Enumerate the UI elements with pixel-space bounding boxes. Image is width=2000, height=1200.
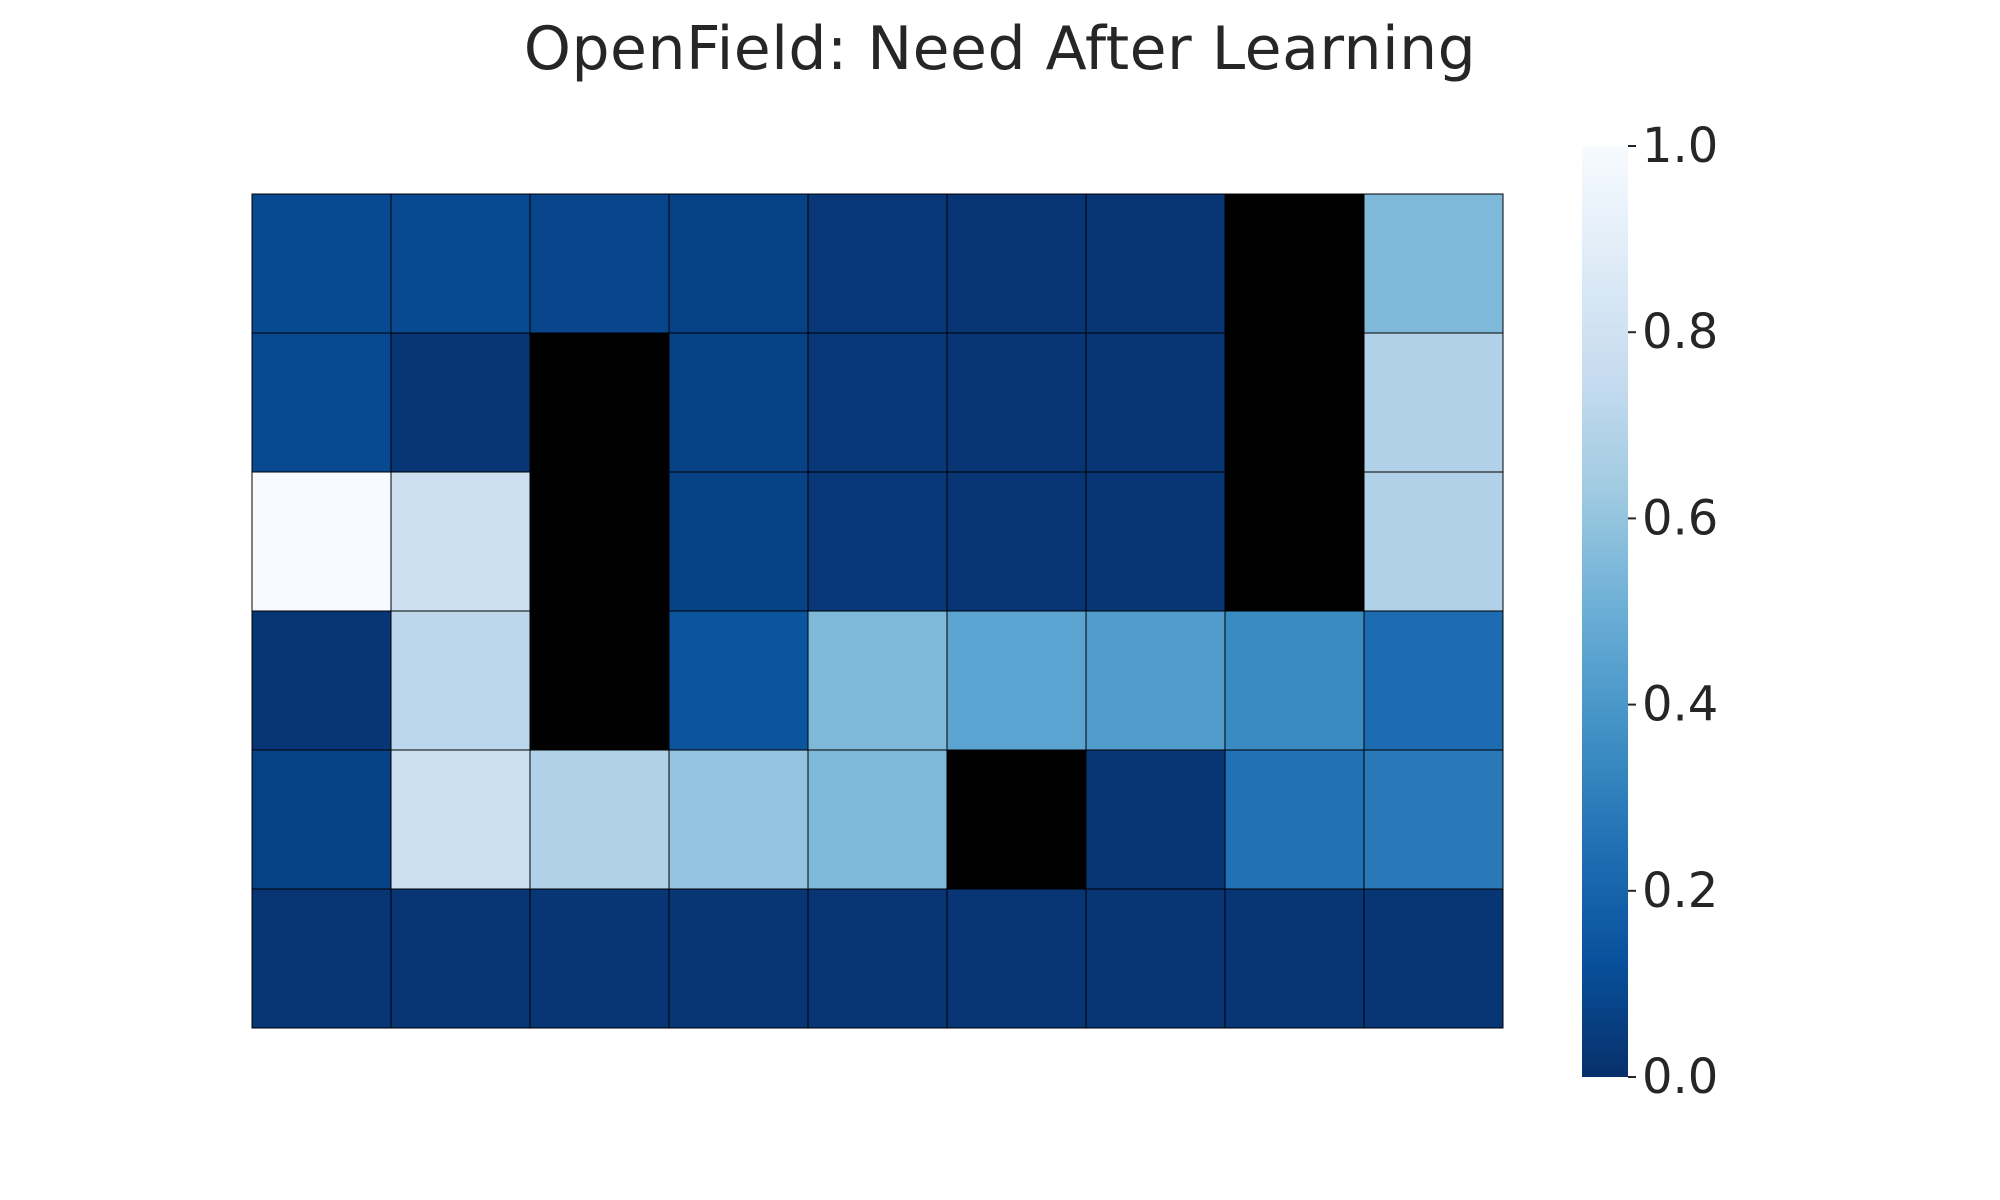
heatmap-cell (807, 888, 948, 1029)
heatmap-cell (668, 610, 809, 751)
heatmap-cell-wall (529, 610, 670, 751)
heatmap-cell (1224, 610, 1365, 751)
heatmap-cell (529, 749, 670, 890)
heatmap-cell (529, 193, 670, 334)
chart-title: OpenField: Need After Learning (523, 14, 1477, 84)
heatmap-cell (390, 332, 531, 473)
heatmap-cell (390, 471, 531, 612)
heatmap-cell (251, 471, 392, 612)
heatmap-cell (1085, 888, 1226, 1029)
heatmap-cell-wall (529, 471, 670, 612)
heatmap-cell (668, 332, 809, 473)
heatmap-cell-wall (529, 332, 670, 473)
heatmap-cell (1224, 888, 1365, 1029)
colorbar-bar (1582, 146, 1628, 1077)
colorbar-tick-label: 1.0 (1642, 118, 1718, 174)
heatmap-cell (807, 332, 948, 473)
colorbar: 0.0 0.2 0.4 0.6 0.8 1.0 (1582, 118, 1718, 1105)
heatmap-cell-wall (946, 749, 1087, 890)
heatmap-cell (251, 332, 392, 473)
colorbar-tick-label: 0.2 (1642, 863, 1718, 919)
heatmap-cell (946, 610, 1087, 751)
heatmap-cell (529, 888, 670, 1029)
heatmap-cell (946, 332, 1087, 473)
heatmap-cell (1085, 749, 1226, 890)
heatmap-grid (251, 193, 1504, 1029)
heatmap-cell-wall (1224, 193, 1365, 334)
colorbar-tick-label: 0.8 (1642, 304, 1718, 360)
heatmap-cell (390, 749, 531, 890)
heatmap-cell (807, 193, 948, 334)
heatmap-cell (1085, 332, 1226, 473)
heatmap-cell (1363, 749, 1504, 890)
colorbar-tick-label: 0.0 (1642, 1049, 1718, 1105)
heatmap-cell (251, 888, 392, 1029)
heatmap-cell (946, 193, 1087, 334)
colorbar-tick-label: 0.4 (1642, 677, 1718, 733)
heatmap-cell (668, 888, 809, 1029)
heatmap-cell (251, 610, 392, 751)
heatmap-cell (1085, 610, 1226, 751)
heatmap-cell (668, 749, 809, 890)
heatmap-cell (1085, 193, 1226, 334)
heatmap-cell (946, 888, 1087, 1029)
heatmap-cell (251, 193, 392, 334)
heatmap-cell (1085, 471, 1226, 612)
colorbar-tick-label: 0.6 (1642, 490, 1718, 546)
heatmap-cell (1363, 888, 1504, 1029)
heatmap-cell (668, 193, 809, 334)
heatmap-cell (1363, 193, 1504, 334)
heatmap-cell (946, 471, 1087, 612)
heatmap-cell-wall (1224, 471, 1365, 612)
heatmap-cell (251, 749, 392, 890)
heatmap-cell (807, 749, 948, 890)
heatmap-cell (807, 471, 948, 612)
heatmap-cell (1363, 471, 1504, 612)
heatmap-cell (390, 610, 531, 751)
heatmap-cell (668, 471, 809, 612)
heatmap-cell (1224, 749, 1365, 890)
heatmap-cell (807, 610, 948, 751)
heatmap-cell (390, 193, 531, 334)
heatmap-cell (1363, 332, 1504, 473)
heatmap-cell-wall (1224, 332, 1365, 473)
heatmap-cell (390, 888, 531, 1029)
heatmap-cell (1363, 610, 1504, 751)
